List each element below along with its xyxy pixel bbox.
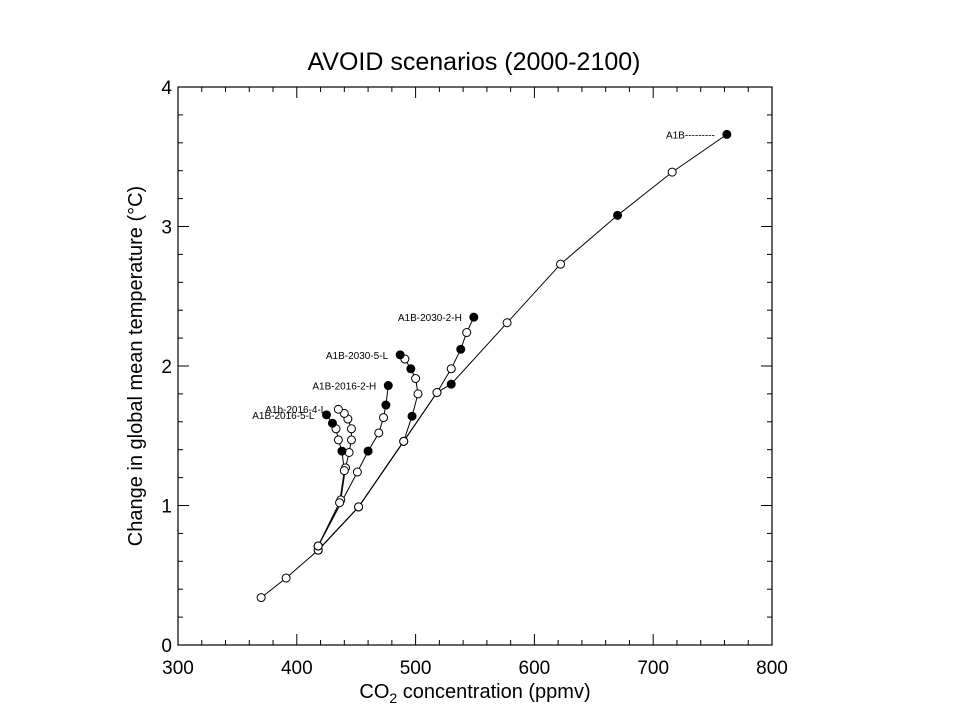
plot-frame [177,86,773,646]
data-point [462,328,472,338]
data-point [556,259,566,269]
series-name-label: A1B-2016-2-H [312,382,376,393]
data-point [313,541,323,551]
series-name-label: A1B--------- [666,130,715,141]
data-point [354,502,364,512]
series-line [317,385,389,547]
series-name-label: A1B-2030-5-L [326,351,389,362]
x-tick-labels: 300 400 500 600 700 800 [162,658,788,679]
data-point [344,447,354,457]
x-tick-label: 700 [637,658,669,679]
data-point [432,388,442,398]
data-point [327,418,337,428]
data-point [256,593,266,603]
series-points [256,129,732,603]
data-point [363,446,373,456]
data-point [411,374,421,384]
data-point [339,408,349,418]
series-line [260,133,728,598]
series-name-label: A1B-2030-2-H [398,313,462,324]
data-point [469,312,479,322]
x-tick-label: 600 [519,658,551,679]
data-point [374,428,384,438]
x-tick-label: 300 [162,658,194,679]
data-point [346,424,356,434]
data-point [667,167,677,177]
data-point [413,389,423,399]
data-point [613,210,623,220]
axis-ticks [177,86,773,646]
data-point [722,129,732,139]
data-point [352,467,362,477]
data-point [337,446,347,456]
data-point [407,411,417,421]
data-point [383,381,393,391]
data-point [333,404,343,414]
data-point [339,466,349,476]
y-tick-labels: 0 1 2 3 4 [161,78,172,657]
x-tick-label: 400 [281,658,313,679]
x-tick-label: 800 [756,658,788,679]
y-tick-label: 4 [161,78,172,99]
series-name-label: A1b-2016-4-L [265,405,327,416]
data-point [333,435,343,445]
series-lines [260,133,728,598]
data-point [446,364,456,374]
y-tick-label: 0 [161,636,172,657]
y-tick-label: 2 [161,357,172,378]
y-tick-label: 1 [161,497,172,518]
x-axis-label: CO2 concentration (ppmv) [359,681,590,706]
data-point [456,344,466,354]
data-point [395,350,405,360]
data-point [381,400,391,410]
data-point [379,413,389,423]
data-point [446,379,456,389]
series-labels: A1B--------- A1B-2030-2-H A1B-2030-5-L A1B-… [252,130,715,421]
data-point [281,573,291,583]
y-tick-label: 3 [161,218,172,239]
data-point [502,318,512,328]
data-point [335,498,345,508]
data-point [322,410,331,420]
data-point [346,435,356,445]
y-axis-label: Change in global mean temperature (°C) [125,186,147,546]
series-name-label: A1B-2016-5-L [252,411,315,422]
data-point [406,364,416,374]
chart-title: AVOID scenarios (2000-2100) [307,48,640,76]
data-point [399,436,409,446]
x-tick-label: 500 [400,658,432,679]
